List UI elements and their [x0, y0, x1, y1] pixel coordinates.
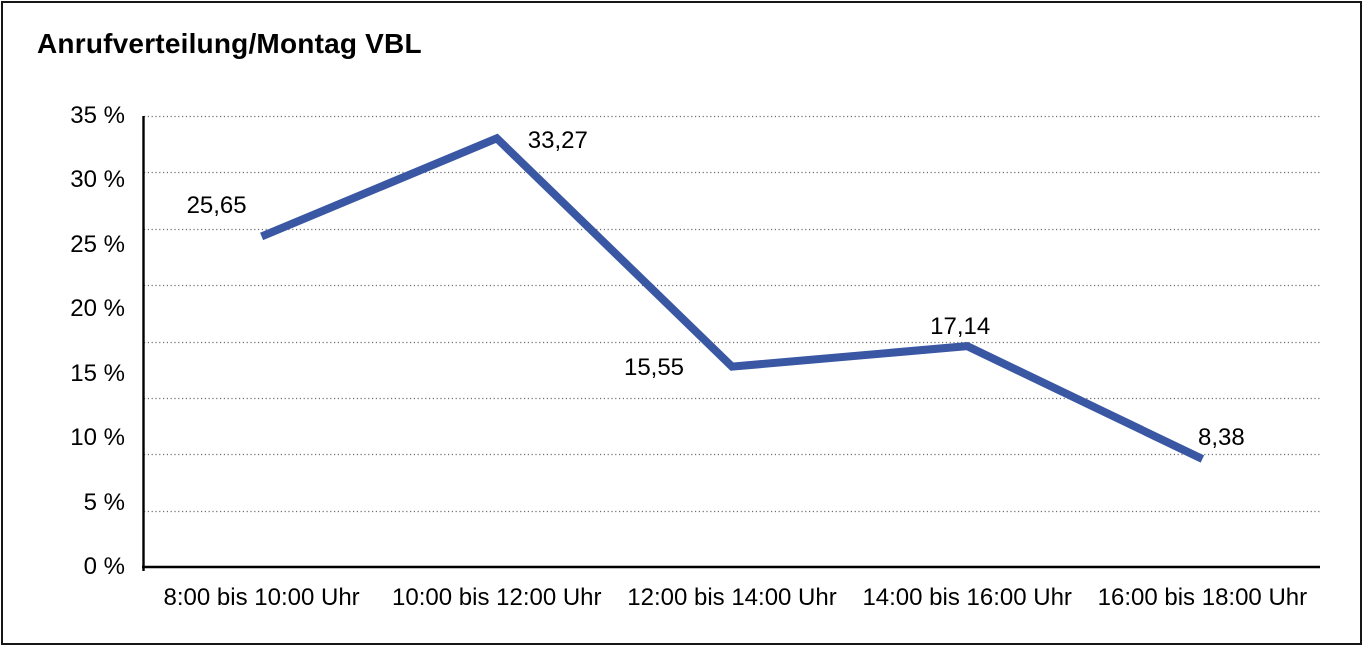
x-axis-category-label: 16:00 bis 18:00 Uhr: [1097, 584, 1308, 611]
y-axis-tick-label: 0 %: [83, 553, 125, 580]
x-axis-category-label: 12:00 bis 14:00 Uhr: [627, 584, 837, 611]
y-axis-tick-label: 5 %: [83, 488, 125, 516]
data-point-label: 17,14: [930, 313, 991, 341]
data-point-label: 8,38: [1198, 424, 1245, 452]
y-axis-tick-label: 25 %: [70, 230, 125, 258]
y-axis-tick-label: 20 %: [70, 295, 125, 323]
data-point-label: 25,65: [186, 192, 247, 220]
data-point-label: 33,27: [527, 127, 588, 155]
x-axis-category-label: 14:00 bis 16:00 Uhr: [862, 584, 1072, 611]
data-point-label: 15,55: [623, 353, 685, 381]
y-axis-tick-label: 10 %: [70, 424, 125, 452]
plot-canvas: [142, 115, 1320, 571]
plot-area: [142, 115, 1320, 571]
y-axis-tick-label: 35 %: [70, 102, 125, 129]
series-line: [260, 133, 1205, 463]
y-axis-tick-label: 15 %: [70, 359, 125, 387]
x-axis-category-label: 8:00 bis 10:00 Uhr: [163, 584, 360, 611]
chart-title: Anrufverteilung/Montag VBL: [37, 28, 422, 59]
x-axis-category-label: 10:00 bis 12:00 Uhr: [392, 584, 602, 611]
y-axis-tick-label: 30 %: [70, 166, 125, 194]
